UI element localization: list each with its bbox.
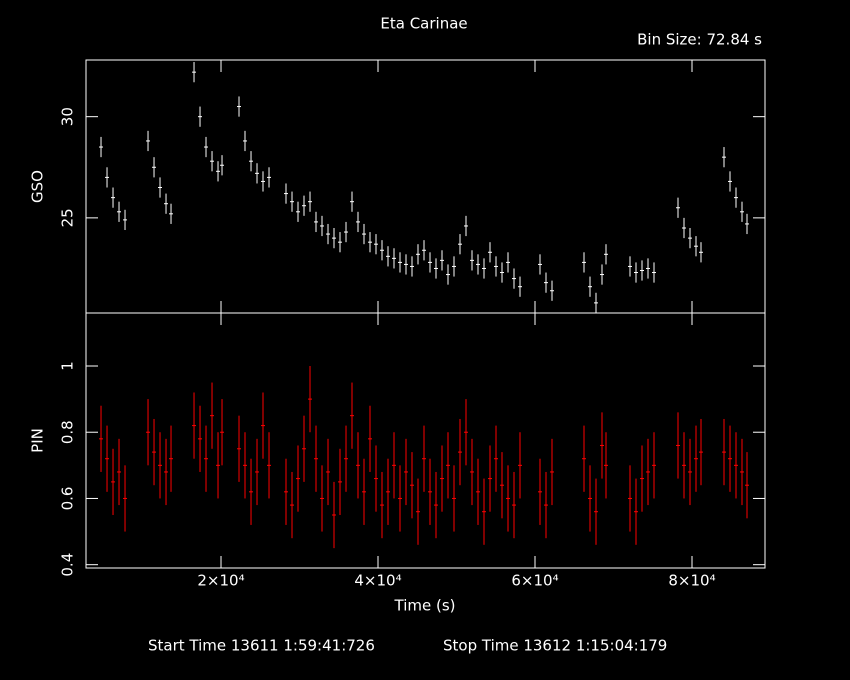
y-tick-label: 25 [59,208,77,227]
x-tick-label: 8×10⁴ [668,572,715,590]
y-tick-label: 30 [59,107,77,126]
y-tick-label: 0.6 [59,487,77,511]
bin-size: Bin Size: 72.84 s [637,31,762,49]
x-tick-label: 4×10⁴ [354,572,401,590]
plot-frame [85,59,766,314]
y-axis-label: GSO [29,170,47,203]
x-tick-label: 2×10⁴ [197,572,244,590]
y-axis-label: PIN [29,428,47,453]
x-tick-label: 6×10⁴ [511,572,558,590]
x-axis-label: Time (s) [394,597,456,615]
chart-title: Eta Carinae [380,15,467,33]
start-time: Start Time 13611 1:59:41:726 [148,637,375,655]
y-tick-label: 0.8 [59,420,77,444]
y-tick-label: 0.4 [59,553,77,577]
y-tick-label: 1 [59,361,77,371]
plot-frame [85,312,766,569]
stop-time: Stop Time 13612 1:15:04:179 [443,637,667,655]
